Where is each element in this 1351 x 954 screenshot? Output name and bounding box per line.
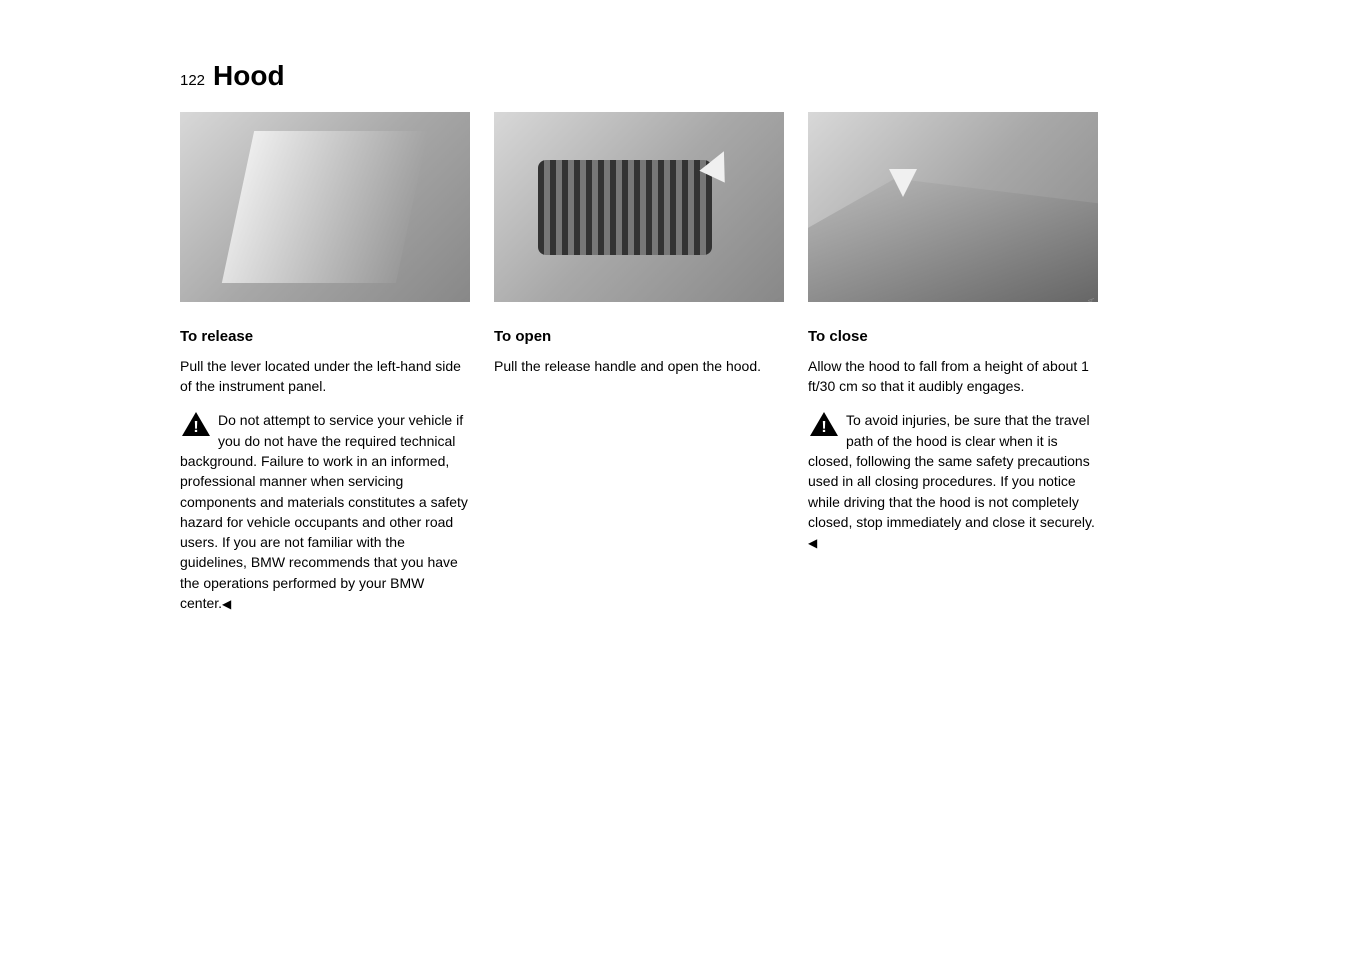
figure-release-detail: [222, 131, 428, 283]
svg-text:!: !: [193, 419, 198, 436]
column-release: To release Pull the lever located under …: [180, 326, 470, 613]
page-header: 122 Hood: [180, 60, 1231, 92]
svg-text:!: !: [821, 419, 826, 436]
page-number: 122: [180, 72, 205, 89]
body-open: Pull the release handle and open the hoo…: [494, 356, 784, 376]
end-marker-icon: ◀: [808, 535, 817, 552]
body-close: Allow the hood to fall from a height of …: [808, 356, 1098, 397]
figure-row: MV010065CMA MV02182CMA MV02186CMA: [180, 112, 1231, 302]
warning-release: ! Do not attempt to service your vehicle…: [180, 410, 470, 613]
heading-close: To close: [808, 326, 1098, 348]
figure-release: MV010065CMA: [180, 112, 470, 302]
column-open: To open Pull the release handle and open…: [494, 326, 784, 613]
warning-text-release: Do not attempt to service your vehicle i…: [180, 412, 468, 611]
figure-close: MV02186CMA: [808, 112, 1098, 302]
figure-label: MV02182CMA: [773, 298, 782, 302]
warning-close: ! To avoid injuries, be sure that the tr…: [808, 410, 1098, 552]
figure-open: MV02182CMA: [494, 112, 784, 302]
figure-open-grille: [538, 160, 712, 255]
page-title: Hood: [213, 60, 285, 92]
figure-close-arrow-icon: [889, 169, 917, 197]
figure-close-hood: [808, 179, 1098, 303]
end-marker-icon: ◀: [222, 596, 231, 613]
warning-triangle-icon: !: [180, 410, 212, 438]
column-close: To close Allow the hood to fall from a h…: [808, 326, 1098, 613]
figure-label: MV02186CMA: [1087, 298, 1096, 302]
heading-open: To open: [494, 326, 784, 348]
figure-label: MV010065CMA: [459, 298, 468, 302]
content-columns: To release Pull the lever located under …: [180, 326, 1231, 613]
heading-release: To release: [180, 326, 470, 348]
warning-triangle-icon: !: [808, 410, 840, 438]
warning-text-close: To avoid injuries, be sure that the trav…: [808, 412, 1095, 529]
body-release: Pull the lever located under the left-ha…: [180, 356, 470, 397]
